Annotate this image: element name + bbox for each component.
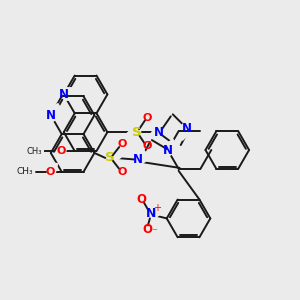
Text: O: O [142,141,152,151]
Text: S: S [132,126,142,139]
Text: O: O [45,167,55,177]
Text: ⁻: ⁻ [151,227,157,237]
Text: O: O [118,167,127,177]
Text: N: N [46,109,56,122]
Text: N: N [154,126,164,139]
Text: N: N [182,122,192,135]
Text: N: N [59,88,69,101]
Text: O: O [142,223,152,236]
Text: O: O [136,193,146,206]
Text: O: O [142,113,152,123]
Text: N: N [163,143,173,157]
Text: S: S [106,152,115,164]
Text: N: N [146,207,156,220]
Text: CH₃: CH₃ [16,167,33,176]
Text: +: + [153,202,161,212]
Text: O: O [56,146,65,156]
Text: O: O [118,139,127,149]
Text: CH₃: CH₃ [26,146,42,155]
Text: N: N [133,153,143,167]
